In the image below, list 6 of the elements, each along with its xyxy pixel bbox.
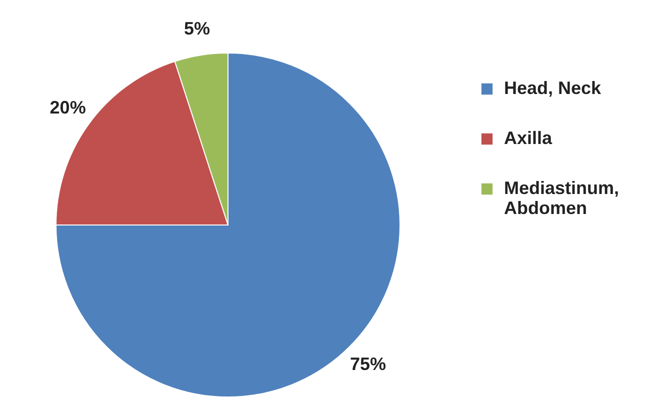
data-label: 20% <box>50 98 86 118</box>
data-label: 5% <box>184 18 210 38</box>
data-label: 75% <box>350 354 386 374</box>
legend-label: Axilla <box>504 128 554 148</box>
legend-label: Mediastinum, Abdomen <box>504 178 620 218</box>
legend-label: Head, Neck <box>504 78 602 98</box>
